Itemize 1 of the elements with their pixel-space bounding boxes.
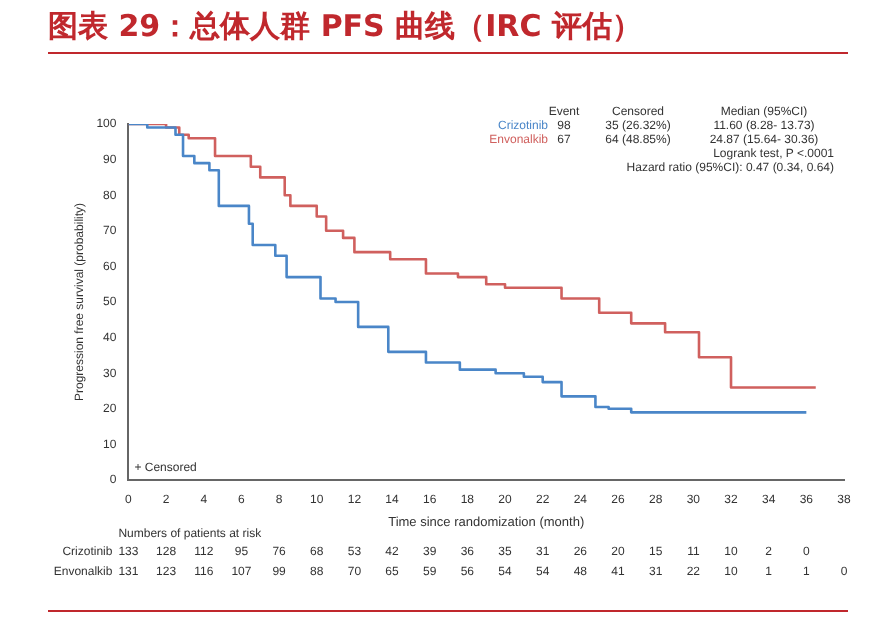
chart-title: 图表 29：总体人群 PFS 曲线（IRC 评估） [48,8,642,46]
